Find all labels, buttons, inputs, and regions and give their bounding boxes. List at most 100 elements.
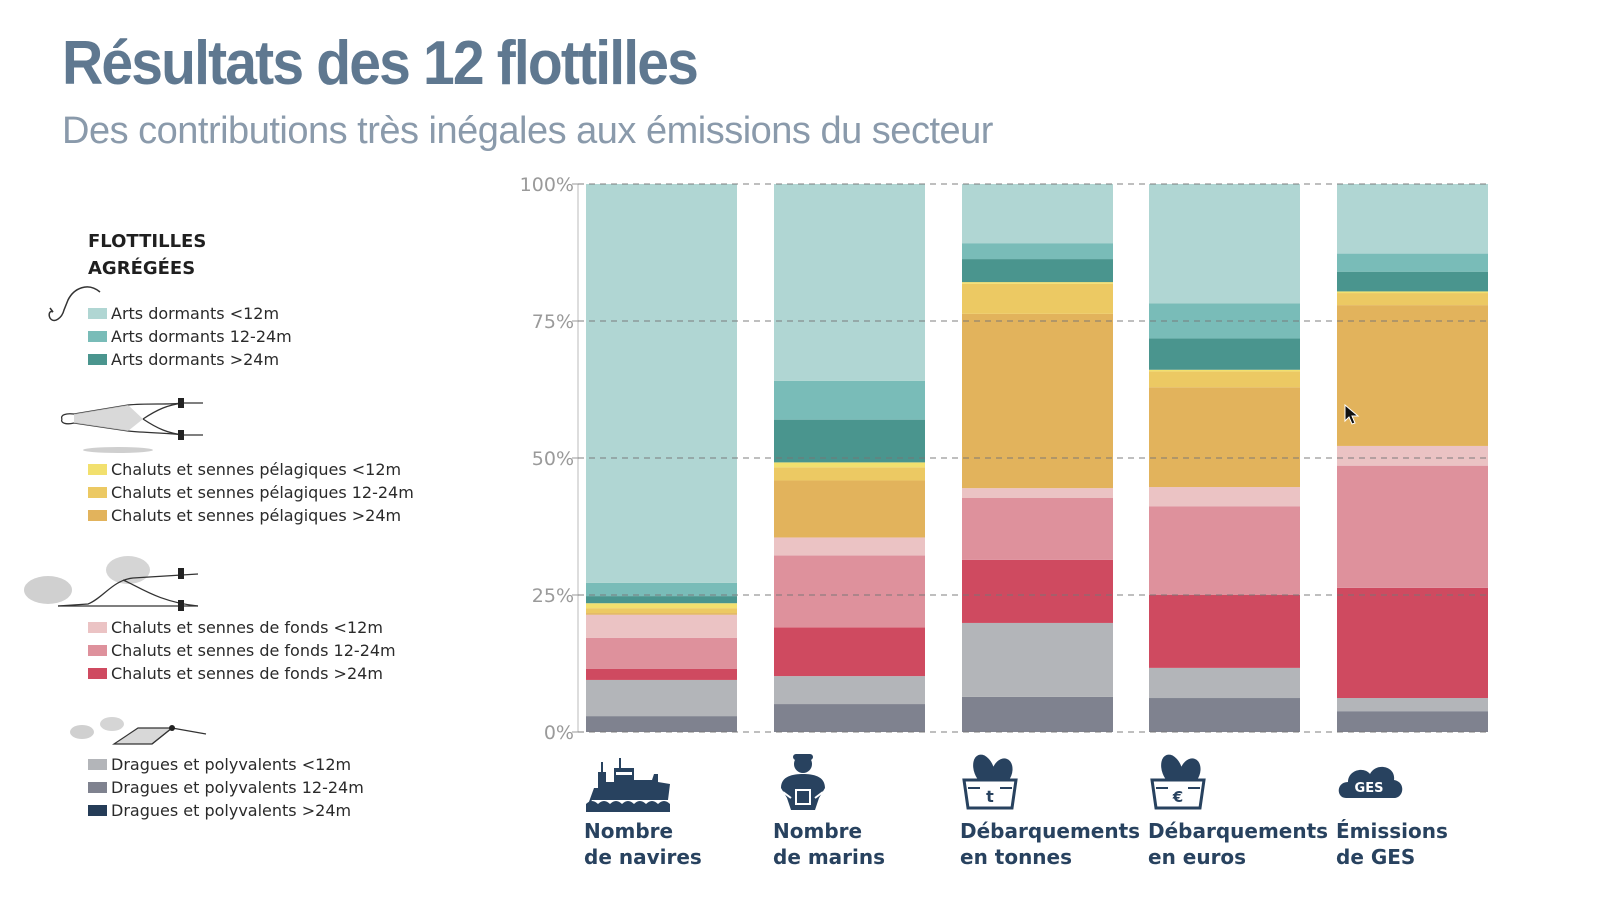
bottom-trawl-icon [24,556,199,611]
legend-label: Arts dormants >24m [111,350,280,369]
bar-segment [1149,184,1300,304]
bar-segment [774,627,925,677]
bar-segment [962,498,1113,560]
legend-group: Arts dormants <12m Arts dormants 12-24m Ar… [88,302,292,371]
legend-item: Dragues et polyvalents <12m [88,753,364,776]
category-label-line2: en euros [1148,845,1247,869]
legend-item: Dragues et polyvalents >24m [88,799,364,822]
legend-label: Chaluts et sennes de fonds 12-24m [111,641,396,660]
bar-segment [1149,667,1300,699]
legend-heading: FLOTTILLES AGRÉGÉES [88,228,206,282]
bar-segment [962,313,1113,489]
bar-segment [962,622,1113,697]
bar-segment [1149,369,1300,372]
legend-heading-line1: FLOTTILLES [88,231,207,252]
dredge-icon [70,717,207,745]
bar-segment [962,259,1113,283]
bar-segment [774,676,925,705]
bar-segment [586,614,737,638]
legend-swatch [88,668,107,679]
bar-segment [1149,338,1300,370]
bar-segment [586,716,737,732]
category-label: Débarquements en tonnes [960,818,1150,870]
legend-label: Arts dormants <12m [111,304,280,323]
legend-swatch [88,331,107,342]
bar-segment [1149,371,1300,388]
svg-text:t: t [986,787,994,806]
bar-segment [774,184,925,381]
bar-segment [774,704,925,732]
legend-label: Dragues et polyvalents 12-24m [111,778,364,797]
bar-segment [962,283,1113,314]
bar-segment [962,559,1113,623]
bar-segment [1337,271,1488,292]
legend-item: Arts dormants >24m [88,348,292,371]
stacked-bar-chart: 0% 25% 50% 75% 100% [520,174,1490,744]
bar-segment [586,184,737,583]
legend-label: Chaluts et sennes de fonds >24m [111,664,383,683]
category-label: Débarquements en euros [1148,818,1338,870]
category-label: Nombre de marins [773,818,963,870]
bar-segment [774,462,925,468]
legend-group: Dragues et polyvalents <12m Dragues et po… [88,753,364,822]
bar-segment [586,608,737,614]
bar-segment [962,488,1113,499]
legend-swatch [88,805,107,816]
bar-segment [586,603,737,609]
legend-label: Dragues et polyvalents <12m [111,755,352,774]
category-label-line1: Nombre [584,819,674,843]
bar-segment [586,679,737,717]
legend-item: Chaluts et sennes pélagiques 12-24m [88,481,414,504]
sailor-icon [773,752,963,812]
bar-segment [1149,506,1300,595]
legend-swatch [88,487,107,498]
bar-segment [1149,595,1300,668]
legend-item: Dragues et polyvalents 12-24m [88,776,364,799]
bar-segment [774,480,925,538]
legend-item: Arts dormants 12-24m [88,325,292,348]
bar-segment [962,243,1113,260]
category-column: GES Émissions de GES [1336,752,1526,870]
legend-swatch [88,645,107,656]
bar-segment [1337,698,1488,712]
pelagic-trawl-icon [60,398,203,453]
bar-segment [1337,711,1488,732]
ghg-cloud-icon: GES [1336,752,1526,812]
bar-segment [586,596,737,604]
category-label-line2: de GES [1336,845,1416,869]
page-subtitle: Des contributions très inégales aux émis… [62,110,993,152]
fishing-vessel-icon [584,752,774,812]
bar-segment [774,537,925,556]
bar-segment [1337,293,1488,306]
category-label-line1: Nombre [773,819,863,843]
category-label-line1: Débarquements [960,819,1141,843]
bar-segment [774,467,925,481]
bar-segment [586,613,737,615]
category-column: t Débarquements en tonnes [960,752,1150,870]
legend-label: Dragues et polyvalents >24m [111,801,352,820]
legend-heading-line2: AGRÉGÉES [88,258,196,279]
bar-segment [586,637,737,669]
legend-swatch [88,464,107,475]
y-tick-label: 0% [544,722,574,744]
bar-segment [1149,487,1300,507]
category-label: Nombre de navires [584,818,774,870]
mouse-cursor-icon [1344,404,1360,425]
bar-segment [1337,305,1488,446]
legend-label: Chaluts et sennes de fonds <12m [111,618,383,637]
legend-swatch [88,510,107,521]
fish-crate-tonnes-icon: t [960,752,1150,812]
legend-item: Arts dormants <12m [88,302,292,325]
legend-label: Chaluts et sennes pélagiques 12-24m [111,483,414,502]
bar-segment [774,555,925,628]
y-tick-label: 100% [520,174,574,196]
bar-segment [1149,303,1300,339]
legend-item: Chaluts et sennes pélagiques <12m [88,458,414,481]
bar-segment [1337,587,1488,699]
svg-text:GES: GES [1355,781,1384,796]
legend-group: Chaluts et sennes pélagiques <12m Chaluts… [88,458,414,527]
bar-segment [962,184,1113,244]
category-column: € Débarquements en euros [1148,752,1338,870]
bar-segment [774,419,925,463]
legend-item: Chaluts et sennes de fonds >24m [88,662,396,685]
